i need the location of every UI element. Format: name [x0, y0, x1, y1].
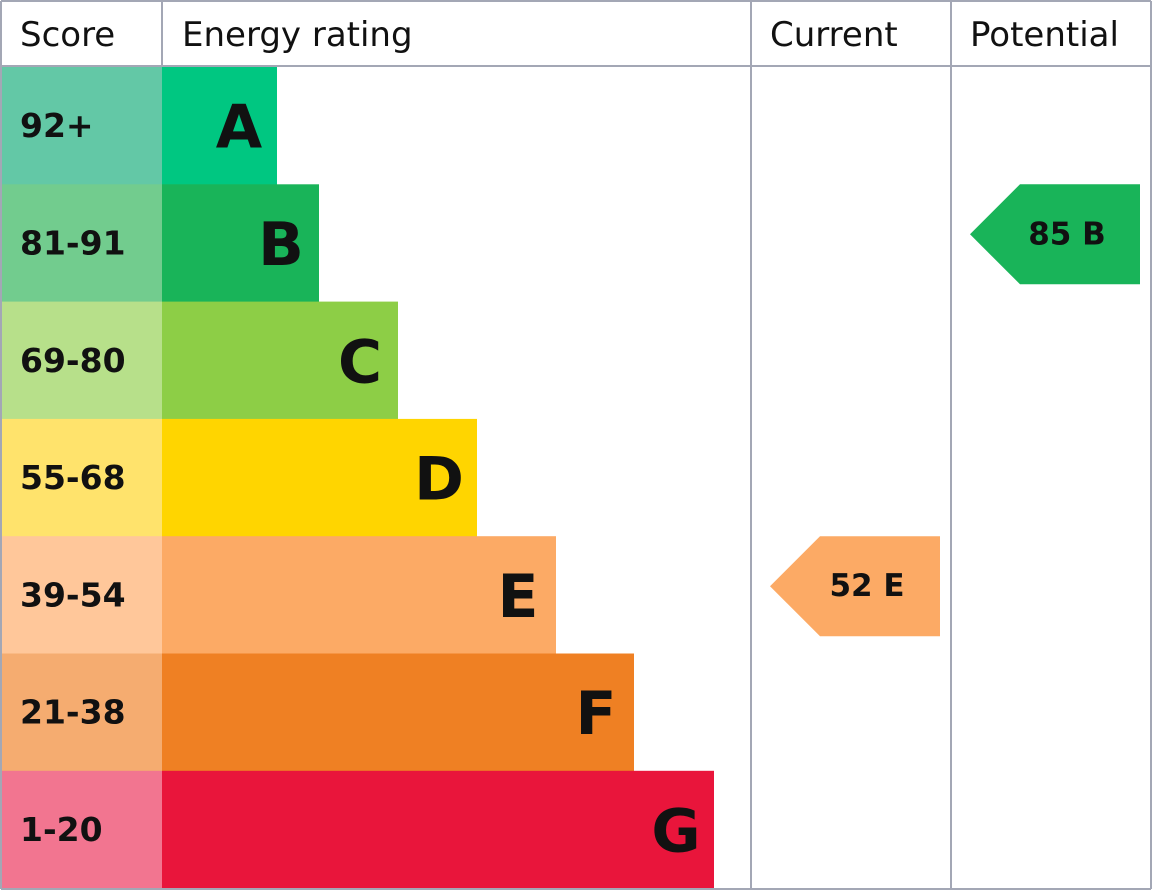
score-cell — [1, 536, 162, 654]
header-cell: Potential — [970, 15, 1119, 55]
rating-letter: F — [576, 679, 617, 749]
current-label: 52 E — [829, 568, 904, 604]
potential-label: 85 B — [1028, 216, 1106, 252]
score-cell — [1, 653, 162, 772]
rating-letter: C — [338, 327, 382, 397]
header-cell: Energy rating — [182, 15, 413, 55]
header-cell: Score — [20, 15, 115, 55]
rating-bar — [162, 770, 714, 889]
potential-arrow — [970, 184, 1140, 285]
header: Score Energy rating Current Potential — [20, 15, 1119, 55]
rating-letter: B — [258, 210, 304, 280]
rating-letter: G — [651, 796, 700, 866]
score-cell — [1, 67, 162, 185]
rating-bar — [162, 536, 556, 654]
score-label: 1-20 — [20, 810, 103, 849]
header-cell: Current — [770, 15, 898, 55]
rating-bar — [162, 67, 277, 185]
current-arrow — [770, 536, 940, 637]
score: 85 — [1028, 216, 1071, 252]
rating-letter: A — [216, 93, 263, 163]
rating-bar — [162, 418, 477, 537]
score-cell — [1, 184, 162, 303]
score-cell — [1, 418, 162, 537]
score-label: 21-38 — [20, 693, 126, 732]
score-label: 92+ — [20, 106, 94, 145]
rating-bar — [162, 653, 634, 772]
score-label: 39-54 — [20, 575, 126, 614]
score-label: 69-80 — [20, 341, 126, 380]
score: 52 — [829, 568, 872, 604]
rating: E — [883, 568, 904, 604]
rating-bar — [162, 184, 319, 303]
score-cell — [1, 301, 162, 420]
score-label: 81-91 — [20, 223, 126, 262]
rating: B — [1082, 216, 1106, 252]
rating-letter: E — [498, 562, 539, 632]
score-cell — [1, 770, 162, 889]
score-label: 55-68 — [20, 458, 126, 497]
rating-letter: D — [414, 445, 464, 515]
rating-bar — [162, 301, 398, 420]
